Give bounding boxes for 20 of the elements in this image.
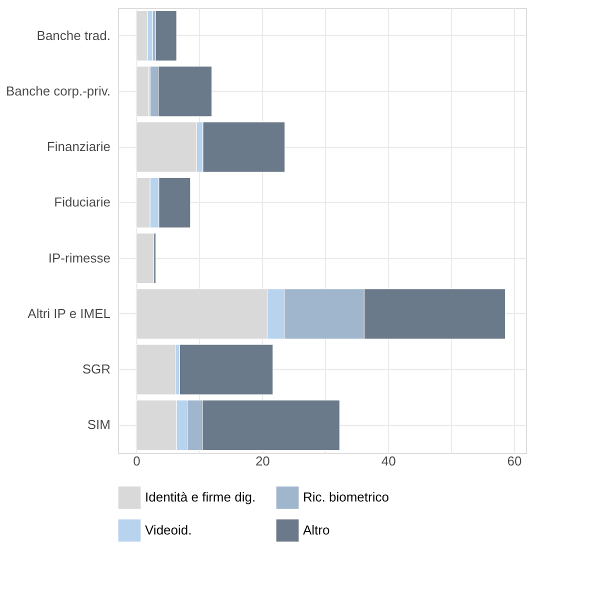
y-tick-label: SIM (87, 417, 110, 432)
x-tick-label: 0 (133, 454, 140, 468)
x-tick-label: 40 (381, 454, 396, 468)
legend-label: Identità e firme dig. (145, 490, 256, 505)
y-tick-label: Banche trad. (36, 28, 110, 43)
legend-label: Altro (303, 522, 330, 538)
bar (136, 233, 154, 284)
x-tick-label: 60 (507, 454, 522, 468)
bar (136, 344, 176, 395)
bar (156, 10, 177, 62)
y-tick-label: IP-rimesse (48, 250, 110, 266)
x-tick-label: 20 (255, 454, 270, 468)
y-tick-label: Finanziarie (46, 139, 110, 154)
y-tick-label: Banche corp.-priv. (6, 83, 110, 98)
y-tick-label: Altri IP e IMEL (28, 306, 110, 321)
legend-label: Videoid. (145, 522, 192, 538)
legend-label: Ric. biometrico (303, 490, 389, 505)
bar (179, 344, 274, 395)
y-tick-label: SGR (82, 362, 110, 377)
y-tick-label: Fiduciarie (54, 194, 110, 210)
